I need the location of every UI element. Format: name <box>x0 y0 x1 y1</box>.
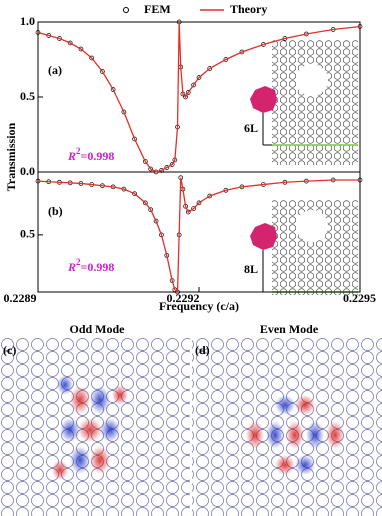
r2-value: =0.998 <box>81 149 115 163</box>
y-tick-label: 1.0 <box>20 14 35 28</box>
panel-label: (a) <box>48 63 62 77</box>
x-tick-label: 0.2295 <box>343 291 376 305</box>
x-tick-label: 0.2289 <box>4 291 37 305</box>
fem-point <box>183 94 188 100</box>
cavity <box>296 210 328 242</box>
theory-line <box>37 177 360 294</box>
x-axis-label: Frequency (c/a) <box>159 299 239 313</box>
x-tick-label: 0.2292 <box>167 291 200 305</box>
mode-title: Odd Mode <box>69 322 125 336</box>
inset-label: 6L <box>244 121 258 135</box>
fem-point <box>239 49 245 55</box>
fem-point <box>142 159 148 164</box>
fem-point <box>132 191 137 197</box>
r2-symbol: R <box>67 149 76 163</box>
r2-value: =0.998 <box>81 260 115 274</box>
cavity <box>296 64 328 96</box>
fem-point <box>196 200 202 206</box>
r2-label: R2=0.998 <box>67 257 114 274</box>
mode-label: (c) <box>3 343 16 357</box>
fem-point <box>148 166 154 172</box>
r2-power: 2 <box>76 146 81 156</box>
r2-symbol: R <box>67 260 76 274</box>
fem-point <box>78 46 84 52</box>
fem-point <box>169 162 175 167</box>
fem-point <box>191 82 196 88</box>
fem-point <box>100 69 105 74</box>
fem-point <box>207 66 213 71</box>
odd-field <box>52 375 128 480</box>
y-tick-label: 0.5 <box>20 89 35 103</box>
fem-point <box>148 207 154 213</box>
fem-point <box>153 218 159 224</box>
fem-point <box>223 57 229 62</box>
theory-line <box>37 21 361 173</box>
r2-power: 2 <box>76 257 81 267</box>
defect-icon <box>250 223 277 250</box>
insets <box>250 40 358 295</box>
legend-label: FEM <box>144 2 171 16</box>
fem-point <box>142 200 148 206</box>
fem-point <box>191 206 196 211</box>
fem-point <box>89 55 95 61</box>
fem-point <box>132 136 137 142</box>
mode-field <box>192 338 382 516</box>
y-tick-label: 0.5 <box>20 227 35 241</box>
fem-point <box>67 40 73 46</box>
mode-images <box>0 338 382 516</box>
fem-point <box>196 75 202 80</box>
fem-point <box>185 209 191 215</box>
fem-point <box>110 87 116 92</box>
fem-point <box>121 109 127 115</box>
inset-label: 8L <box>244 262 258 276</box>
legend-marker <box>123 7 129 13</box>
defect-icon <box>250 86 277 113</box>
y-tick-label: 0.0 <box>20 164 35 178</box>
mode-label: (d) <box>195 343 210 357</box>
y-axis-label: Transmission <box>4 122 18 191</box>
even-field <box>246 395 344 475</box>
fem-point <box>207 193 213 199</box>
legend-label: Theory <box>230 2 267 16</box>
panel-label: (b) <box>48 204 63 218</box>
fem-point <box>185 90 191 95</box>
mode-title: Even Mode <box>260 322 319 336</box>
fem-point <box>164 165 170 170</box>
lattice <box>272 40 358 165</box>
r2-label: R2=0.998 <box>67 146 114 163</box>
